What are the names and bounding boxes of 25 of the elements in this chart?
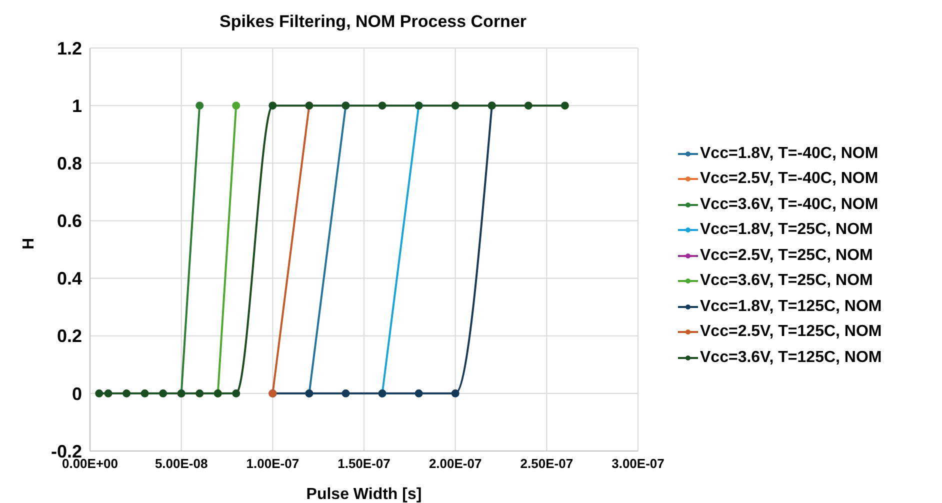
legend-label: Vcc=2.5V, T=125C, NOM [700,323,882,341]
legend-label: Vcc=3.6V, T=25C, NOM [700,272,873,290]
y-tick-label: 0.4 [56,268,82,289]
legend-label: Vcc=3.6V, T=-40C, NOM [700,196,878,214]
y-tick-label: 0.6 [56,211,82,232]
y-tick-label: 1.2 [56,38,82,58]
x-tick-label: 2.00E-07 [428,456,482,472]
legend-label: Vcc=1.8V, T=125C, NOM [700,298,882,316]
legend-label: Vcc=3.6V, T=125C, NOM [700,348,882,366]
chart-title: Spikes Filtering, NOM Process Corner [218,12,528,32]
x-axis-title: Pulse Width [s] [306,486,422,503]
legend-label: Vcc=1.8V, T=25C, NOM [700,221,873,239]
x-tick-label: 5.00E-08 [154,456,208,472]
legend-label: Vcc=1.8V, T=-40C, NOM [700,144,878,162]
x-tick-label: 3.00E-07 [612,456,664,472]
y-tick-label: 0 [72,384,82,404]
y-tick-label: 0.8 [56,154,82,174]
x-tick-label: 1.00E-07 [246,456,300,472]
y-axis-title: H [20,238,38,250]
y-tick-label: 0.2 [56,326,82,346]
x-tick-label: 1.50E-07 [338,456,390,472]
y-tick-label: 1 [72,96,82,116]
legend-label: Vcc=2.5V, T=25C, NOM [700,246,873,264]
x-tick-label: 2.50E-07 [520,456,574,472]
legend-label: Vcc=2.5V, T=-40C, NOM [700,170,878,188]
